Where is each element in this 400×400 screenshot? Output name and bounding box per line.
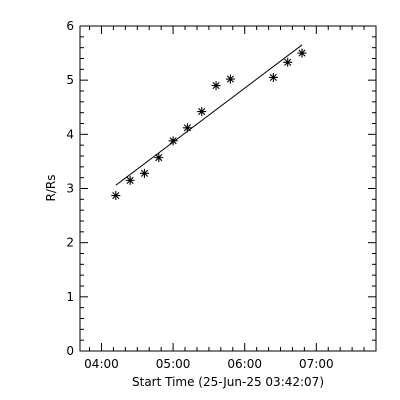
- x-tick-label: 04:00: [84, 357, 119, 371]
- data-point: [125, 175, 135, 185]
- data-point: [225, 74, 235, 84]
- y-tick-label: 4: [66, 127, 74, 141]
- y-tick-label: 3: [66, 182, 74, 196]
- data-point: [168, 136, 178, 146]
- x-tick-label: 05:00: [156, 357, 191, 371]
- tick-labels: 0 1 2 3 4 5 6 04:00 05:00 06:00 07:00: [66, 19, 333, 371]
- data-point: [197, 107, 207, 117]
- fit-line: [115, 44, 303, 186]
- x-tick-label: 06:00: [227, 357, 262, 371]
- data-points: [111, 48, 307, 201]
- data-point: [111, 191, 121, 201]
- y-tick-label: 1: [66, 290, 74, 304]
- y-axis-label: R/Rs: [44, 175, 58, 202]
- y-tick-label: 2: [66, 236, 74, 250]
- x-axis-label: Start Time (25-Jun-25 03:42:07): [132, 375, 324, 389]
- y-tick-label: 5: [66, 73, 74, 87]
- data-point: [182, 123, 192, 133]
- axis-ticks: [80, 25, 377, 352]
- data-point: [283, 57, 293, 67]
- data-point: [268, 72, 278, 82]
- data-point: [154, 153, 164, 163]
- y-tick-label: 0: [66, 344, 74, 358]
- data-point: [211, 81, 221, 91]
- data-point: [139, 168, 149, 178]
- x-tick-label: 07:00: [299, 357, 334, 371]
- data-point: [297, 48, 307, 58]
- fit-line-group: [115, 44, 303, 186]
- y-tick-label: 6: [66, 19, 74, 33]
